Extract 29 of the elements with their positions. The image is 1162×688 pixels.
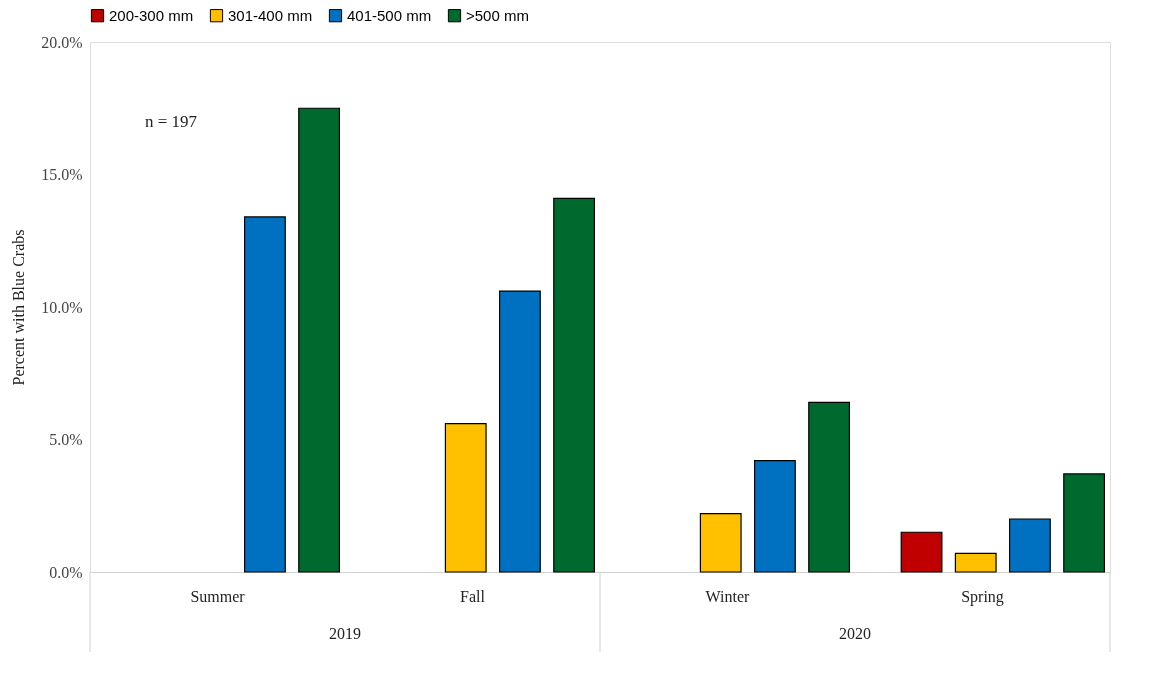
bar (553, 197, 596, 573)
bar (1008, 518, 1051, 573)
y-axis-title: Percent with Blue Crabs (10, 229, 28, 386)
text: 2019 (329, 625, 361, 642)
x-tick-label: Summer (190, 587, 246, 605)
bar (954, 552, 997, 573)
bar (1063, 473, 1106, 573)
x-tick-label: Winter (705, 587, 751, 605)
legend-label: >500 mm (466, 6, 529, 24)
bar (699, 513, 742, 573)
y-tick-label: 20.0% (41, 33, 83, 51)
annotation: n = 197 (145, 112, 198, 131)
text: 2020 (839, 625, 871, 642)
legend-label: 401-500 mm (347, 6, 432, 24)
bar (808, 401, 851, 573)
y-tick-label: 15.0% (41, 166, 83, 183)
bar (900, 531, 943, 573)
bar (498, 290, 541, 573)
y-tick-label: 10.0% (41, 298, 83, 316)
y-tick-label: 0.0% (49, 563, 83, 581)
bar (298, 107, 341, 573)
x-tick-label: Fall (460, 587, 486, 605)
bar (753, 460, 796, 573)
bar (444, 423, 487, 573)
y-tick-label: 5.0% (49, 431, 83, 448)
legend-label: 200-300 mm (109, 6, 194, 24)
bar (243, 216, 286, 573)
x-tick-label: Spring (961, 587, 1004, 606)
legend-label: 301-400 mm (228, 6, 313, 24)
